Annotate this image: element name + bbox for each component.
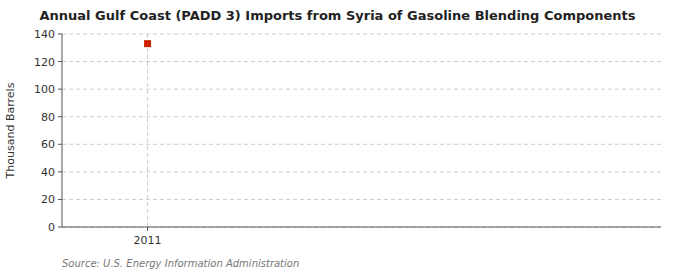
y-tick-label: 20 [41,193,55,206]
grid-line [147,34,148,227]
y-tick-label: 60 [41,138,55,151]
y-tick-label: 40 [41,166,55,179]
y-tick [58,116,62,117]
annotation: Source: U.S. Energy Information Administ… [62,258,299,269]
y-axis-label: Thousand Barrels [4,82,17,179]
y-tick [58,89,62,90]
y-tick-label: 120 [34,56,55,69]
points [144,40,151,47]
grid-line [62,116,661,117]
y-axis-line [62,34,63,227]
x-tick [147,227,148,231]
grid-line [62,89,661,90]
y-tick [58,227,62,228]
point [144,40,151,47]
y-tick [58,61,62,62]
x-tick-label: 2011 [134,234,162,247]
grid [62,34,661,227]
x-axis-line [62,227,661,228]
y-tick-label: 0 [48,221,55,234]
grid-line [62,227,661,228]
y-tick [58,171,62,172]
y-tick-label: 140 [34,28,55,41]
y-tick [58,144,62,145]
title: Annual Gulf Coast (PADD 3) Imports from … [40,8,636,23]
y-tick-label: 100 [34,83,55,96]
grid-line [62,199,661,200]
grid-line [62,144,661,145]
chart: Annual Gulf Coast (PADD 3) Imports from … [0,0,675,275]
grid-line [62,61,661,62]
grid-line [62,171,661,172]
y-tick [58,34,62,35]
y-tick-label: 80 [41,111,55,124]
y-tick [58,199,62,200]
grid-line [62,34,661,35]
